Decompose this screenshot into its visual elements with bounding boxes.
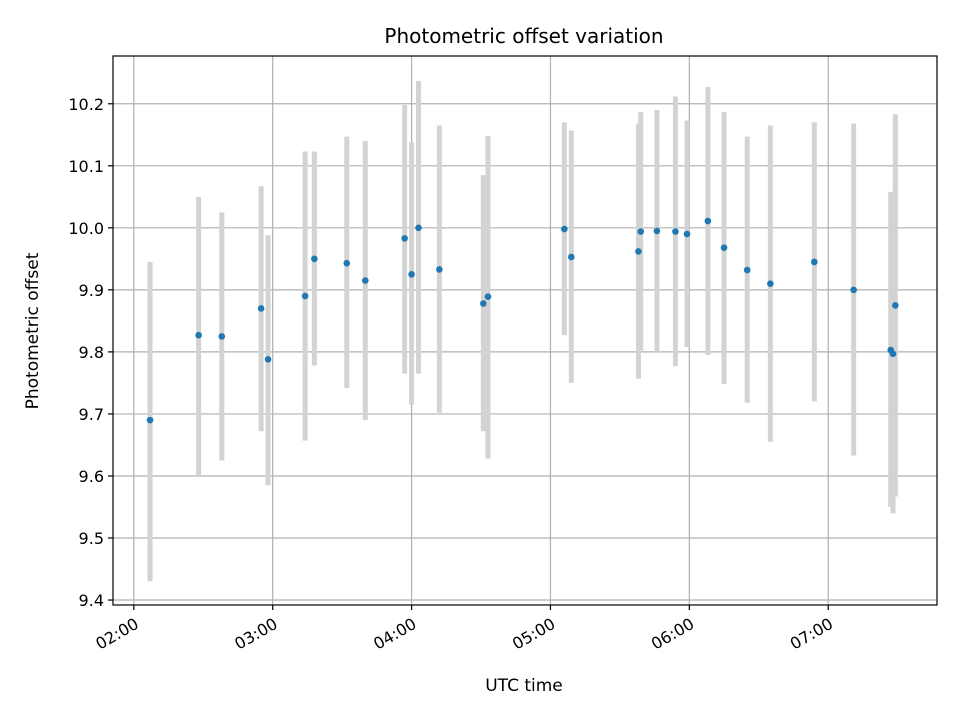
y-tick-label: 9.5 [79, 529, 104, 548]
y-tick-label: 9.4 [79, 591, 104, 610]
y-tick-label: 10.0 [68, 219, 104, 238]
y-axis-label: Photometric offset [23, 252, 43, 409]
data-point [720, 244, 728, 251]
data-point [401, 235, 408, 242]
data-point [257, 305, 265, 312]
y-tick-label: 9.8 [79, 343, 104, 362]
data-point [850, 286, 857, 294]
data-point [343, 259, 351, 267]
y-tick-label: 9.7 [79, 405, 104, 424]
data-point [484, 293, 492, 300]
chart-title: Photometric offset variation [384, 24, 663, 48]
data-point [672, 228, 679, 235]
data-point [218, 333, 226, 340]
data-point [195, 331, 202, 339]
data-point [408, 271, 415, 278]
data-point [301, 292, 309, 300]
data-point [704, 217, 712, 225]
data-point [415, 224, 422, 232]
data-point [146, 416, 154, 424]
data-point [892, 302, 899, 309]
data-point [561, 225, 568, 233]
plot-frame [112, 55, 938, 606]
data-point [436, 266, 443, 273]
data-point [653, 227, 661, 235]
y-tick-label: 9.9 [79, 281, 104, 300]
data-point [743, 266, 751, 274]
data-point [311, 255, 318, 263]
y-tick-label: 10.1 [68, 157, 104, 176]
x-axis-label: UTC time [485, 676, 563, 696]
data-point [637, 228, 645, 235]
data-point [361, 277, 369, 284]
data-point [567, 253, 575, 261]
y-tick-label: 10.2 [68, 95, 104, 114]
data-points [146, 217, 899, 424]
data-point [480, 300, 487, 307]
data-point [811, 258, 818, 266]
data-point [264, 356, 272, 363]
data-point [635, 248, 642, 255]
data-point [767, 280, 774, 287]
y-tick-label: 9.6 [79, 467, 104, 486]
data-point [889, 350, 897, 358]
y-axis-ticks: 9.4 9.5 9.6 9.7 9.8 9.9 10.0 10.1 10.2 [68, 95, 113, 610]
data-point [683, 230, 691, 238]
